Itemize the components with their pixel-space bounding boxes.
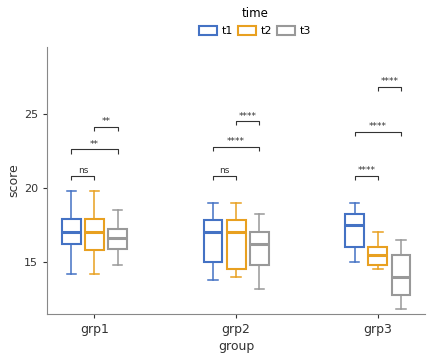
- PathPatch shape: [227, 220, 246, 269]
- Legend: t1, t2, t3: t1, t2, t3: [199, 7, 311, 36]
- PathPatch shape: [250, 232, 269, 265]
- Text: ns: ns: [219, 166, 230, 175]
- Text: **: **: [90, 140, 99, 149]
- PathPatch shape: [391, 255, 410, 294]
- Text: ****: ****: [357, 166, 375, 175]
- PathPatch shape: [368, 247, 387, 265]
- Text: ****: ****: [369, 122, 387, 131]
- PathPatch shape: [203, 220, 222, 262]
- PathPatch shape: [108, 229, 127, 248]
- Y-axis label: score: score: [7, 163, 20, 197]
- PathPatch shape: [62, 219, 81, 244]
- Text: ****: ****: [381, 77, 398, 86]
- PathPatch shape: [345, 215, 364, 247]
- Text: ns: ns: [78, 166, 88, 175]
- X-axis label: group: group: [218, 340, 254, 353]
- Text: ****: ****: [239, 112, 257, 121]
- PathPatch shape: [85, 219, 104, 250]
- Text: **: **: [102, 117, 111, 126]
- Text: ****: ****: [227, 137, 245, 146]
